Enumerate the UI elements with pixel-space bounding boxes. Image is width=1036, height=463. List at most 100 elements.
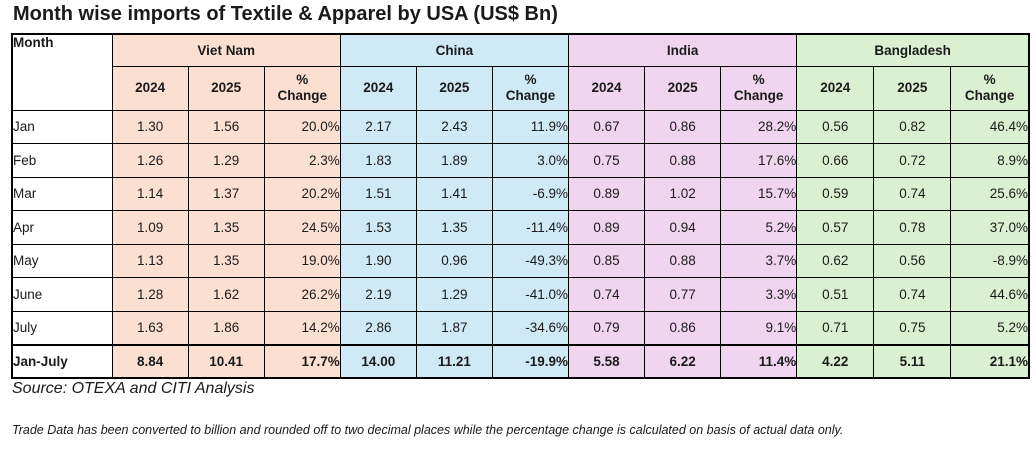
value-2024-viet-nam: 1.63 xyxy=(111,310,189,345)
month-cell: Feb xyxy=(11,143,113,178)
value-2025-india: 0.86 xyxy=(644,310,722,345)
pct-change-bangladesh: -8.9% xyxy=(950,243,1030,278)
pct-change-india: 9.1% xyxy=(720,310,798,345)
pct-change-china: -49.3% xyxy=(491,243,570,278)
value-2025-china: 1.29 xyxy=(415,277,493,312)
value-2024-bangladesh: 0.51 xyxy=(796,277,875,312)
value-2025-viet-nam: 1.62 xyxy=(187,277,265,312)
pct-change-header-china: % Change xyxy=(491,65,570,111)
pct-change-viet-nam: 26.2% xyxy=(263,277,341,312)
table-row: May 1.13 1.35 19.0% 1.90 0.96 -49.3% 0.85 0.88 3.… xyxy=(11,243,1030,278)
value-2024-india: 0.79 xyxy=(568,310,646,345)
pct-change-china: -34.6% xyxy=(491,310,570,345)
value-2024-india: 5.58 xyxy=(568,343,646,379)
pct-change-word: Change xyxy=(277,88,327,103)
pct-change-china: -6.9% xyxy=(491,176,570,211)
value-2025-china: 1.87 xyxy=(415,310,493,345)
imports-table: Month Viet Nam China India Bangladesh 20… xyxy=(11,33,1030,379)
value-2024-china: 1.83 xyxy=(339,143,417,178)
month-cell: Mar xyxy=(11,176,113,211)
month-cell: Apr xyxy=(11,210,113,245)
value-2025-china: 1.41 xyxy=(415,176,493,211)
value-2024-viet-nam: 1.09 xyxy=(111,210,189,245)
value-2024-china: 14.00 xyxy=(339,343,417,379)
value-2025-bangladesh: 0.74 xyxy=(873,176,952,211)
pct-change-header-india: % Change xyxy=(720,65,798,111)
year-header-2024-india: 2024 xyxy=(568,65,646,111)
pct-change-bangladesh: 25.6% xyxy=(950,176,1030,211)
table-row: July 1.63 1.86 14.2% 2.86 1.87 -34.6% 0.79 0.86 9… xyxy=(11,310,1030,345)
year-header-2025-india: 2025 xyxy=(644,65,722,111)
value-2024-china: 2.86 xyxy=(339,310,417,345)
value-2024-india: 0.74 xyxy=(568,277,646,312)
pct-change-china: 3.0% xyxy=(491,143,570,178)
value-2024-viet-nam: 1.13 xyxy=(111,243,189,278)
pct-change-china: 11.9% xyxy=(491,109,570,144)
value-2024-viet-nam: 1.30 xyxy=(111,109,189,144)
year-header-2025-viet-nam: 2025 xyxy=(187,65,265,111)
month-cell: May xyxy=(11,243,113,278)
pct-change-word: Change xyxy=(964,88,1015,103)
value-2025-bangladesh: 0.75 xyxy=(873,310,952,345)
value-2025-india: 0.77 xyxy=(644,277,722,312)
country-header-china: China xyxy=(339,33,570,67)
pct-change-india: 11.4% xyxy=(720,343,798,379)
value-2024-viet-nam: 8.84 xyxy=(111,343,189,379)
value-2025-bangladesh: 0.74 xyxy=(873,277,952,312)
value-2024-bangladesh: 0.71 xyxy=(796,310,875,345)
value-2024-bangladesh: 0.56 xyxy=(796,109,875,144)
value-2025-viet-nam: 10.41 xyxy=(187,343,265,379)
pct-change-word: Change xyxy=(505,88,556,103)
value-2025-china: 1.35 xyxy=(415,210,493,245)
pct-change-china: -19.9% xyxy=(491,343,570,379)
value-2025-viet-nam: 1.35 xyxy=(187,210,265,245)
month-cell: June xyxy=(11,277,113,312)
month-cell: July xyxy=(11,310,113,345)
pct-symbol: % xyxy=(983,72,996,87)
table-row: June 1.28 1.62 26.2% 2.19 1.29 -41.0% 0.74 0.77 3… xyxy=(11,277,1030,312)
value-2024-bangladesh: 0.66 xyxy=(796,143,875,178)
value-2024-bangladesh: 0.62 xyxy=(796,243,875,278)
value-2024-china: 2.17 xyxy=(339,109,417,144)
pct-change-header-bangladesh: % Change xyxy=(950,65,1030,111)
pct-change-bangladesh: 8.9% xyxy=(950,143,1030,178)
value-2025-india: 0.86 xyxy=(644,109,722,144)
pct-change-india: 15.7% xyxy=(720,176,798,211)
pct-change-viet-nam: 14.2% xyxy=(263,310,341,345)
country-header-bangladesh: Bangladesh xyxy=(796,33,1030,67)
month-cell: Jan-July xyxy=(11,343,113,379)
value-2024-china: 1.51 xyxy=(339,176,417,211)
pct-change-bangladesh: 46.4% xyxy=(950,109,1030,144)
value-2024-india: 0.85 xyxy=(568,243,646,278)
value-2024-bangladesh: 0.59 xyxy=(796,176,875,211)
pct-change-china: -11.4% xyxy=(491,210,570,245)
value-2025-viet-nam: 1.29 xyxy=(187,143,265,178)
value-2024-india: 0.89 xyxy=(568,176,646,211)
pct-change-bangladesh: 21.1% xyxy=(950,343,1030,379)
pct-change-header-viet-nam: % Change xyxy=(263,65,341,111)
value-2025-viet-nam: 1.35 xyxy=(187,243,265,278)
pct-change-viet-nam: 19.0% xyxy=(263,243,341,278)
pct-change-bangladesh: 37.0% xyxy=(950,210,1030,245)
value-2025-india: 0.88 xyxy=(644,243,722,278)
year-header-2024-china: 2024 xyxy=(339,65,417,111)
table-row: Mar 1.14 1.37 20.2% 1.51 1.41 -6.9% 0.89 1.02 15.… xyxy=(11,176,1030,211)
pct-change-viet-nam: 17.7% xyxy=(263,343,341,379)
source-text: Source: OTEXA and CITI Analysis xyxy=(12,380,255,397)
pct-change-india: 3.7% xyxy=(720,243,798,278)
value-2025-bangladesh: 0.56 xyxy=(873,243,952,278)
value-2025-china: 1.89 xyxy=(415,143,493,178)
month-cell: Jan xyxy=(11,109,113,144)
pct-change-word: Change xyxy=(733,88,784,103)
pct-symbol: % xyxy=(524,72,537,87)
pct-change-china: -41.0% xyxy=(491,277,570,312)
value-2025-bangladesh: 0.78 xyxy=(873,210,952,245)
value-2024-china: 1.53 xyxy=(339,210,417,245)
pct-change-viet-nam: 24.5% xyxy=(263,210,341,245)
country-header-viet-nam: Viet Nam xyxy=(111,33,341,67)
value-2025-india: 0.88 xyxy=(644,143,722,178)
pct-symbol: % xyxy=(296,72,309,87)
pct-change-bangladesh: 5.2% xyxy=(950,310,1030,345)
value-2024-viet-nam: 1.14 xyxy=(111,176,189,211)
pct-change-viet-nam: 2.3% xyxy=(263,143,341,178)
